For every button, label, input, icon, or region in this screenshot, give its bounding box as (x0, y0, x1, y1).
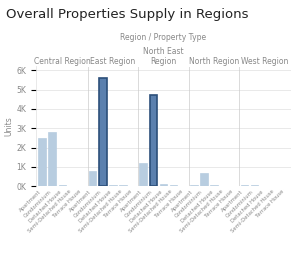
Text: Semi-Detached House: Semi-Detached House (78, 189, 123, 234)
Bar (109, 185, 117, 186)
Text: Apartment: Apartment (119, 189, 143, 213)
Y-axis label: Units: Units (4, 117, 14, 136)
Text: Semi-Detached House: Semi-Detached House (230, 189, 275, 234)
Bar (200, 173, 208, 186)
Text: Semi-Detached House: Semi-Detached House (128, 189, 174, 234)
Bar (241, 185, 248, 186)
Text: Terrace House: Terrace House (103, 189, 133, 219)
Text: North East
Region: North East Region (143, 47, 184, 66)
Text: Condominium: Condominium (174, 189, 204, 219)
Text: Detached House: Detached House (180, 189, 214, 223)
Bar (89, 171, 97, 186)
Text: Semi-Detached House: Semi-Detached House (27, 189, 72, 234)
Text: Condominium: Condominium (225, 189, 255, 219)
Text: Condominium: Condominium (73, 189, 103, 219)
Text: Apartment: Apartment (18, 189, 42, 213)
Text: East Region: East Region (90, 57, 136, 66)
Bar (38, 138, 46, 186)
Bar (170, 185, 177, 186)
Text: Terrace House: Terrace House (154, 189, 184, 219)
Bar (58, 185, 66, 186)
Text: Apartment: Apartment (69, 189, 93, 213)
Text: Apartment: Apartment (221, 189, 244, 213)
Text: Apartment: Apartment (170, 189, 194, 213)
Bar (190, 185, 198, 186)
Text: Terrace House: Terrace House (255, 189, 285, 219)
Text: West Region: West Region (241, 57, 288, 66)
Bar (150, 95, 157, 186)
Text: Detached House: Detached House (230, 189, 265, 223)
Bar (48, 132, 56, 186)
Bar (99, 78, 106, 186)
Text: Semi-Detached House: Semi-Detached House (179, 189, 224, 234)
Bar (210, 185, 218, 186)
Bar (119, 185, 127, 186)
Text: Detached House: Detached House (79, 189, 113, 223)
Text: North Region: North Region (189, 57, 239, 66)
Bar (160, 184, 167, 186)
Text: Overall Properties Supply in Regions: Overall Properties Supply in Regions (6, 8, 248, 21)
Bar (140, 163, 147, 186)
Text: Condominium: Condominium (124, 189, 153, 219)
Text: Terrace House: Terrace House (204, 189, 234, 219)
Text: Detached House: Detached House (129, 189, 164, 223)
Text: Central Region: Central Region (34, 57, 91, 66)
Text: Terrace House: Terrace House (52, 189, 83, 219)
Text: Region / Property Type: Region / Property Type (120, 32, 207, 41)
Text: Condominium: Condominium (22, 189, 52, 219)
Bar (251, 185, 258, 186)
Text: Detached House: Detached House (28, 189, 62, 223)
